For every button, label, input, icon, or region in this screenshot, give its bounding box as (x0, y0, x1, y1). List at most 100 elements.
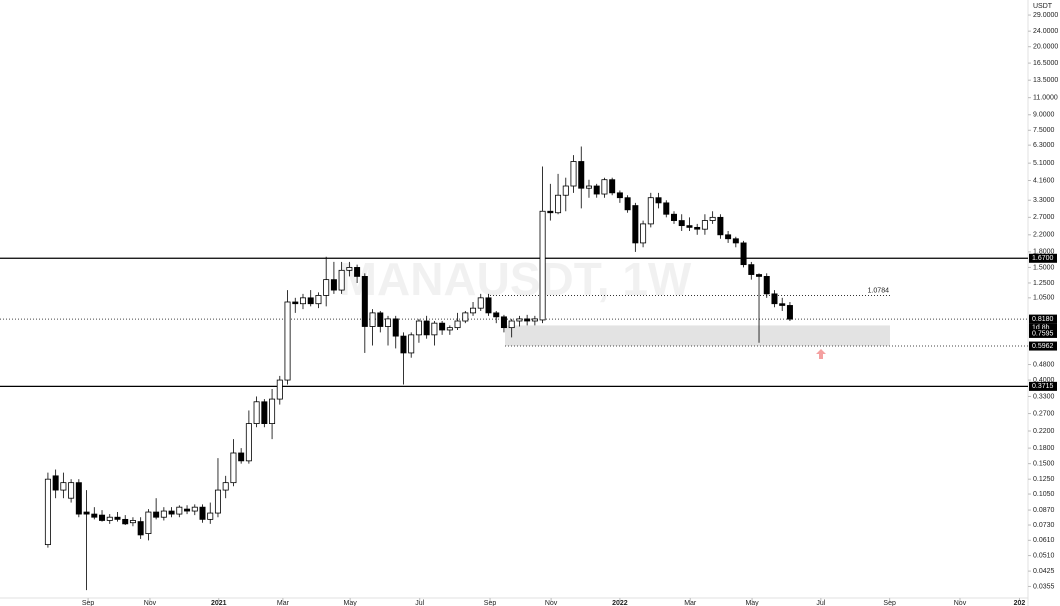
candle-body (122, 518, 129, 525)
candle-body (253, 401, 260, 424)
y-tick-label: 0.0870 (1033, 507, 1055, 514)
candle-body (786, 305, 793, 320)
y-tick-label: 1.0500 (1033, 295, 1055, 302)
countdown: 1d 8h (1032, 324, 1050, 331)
candle-body (214, 489, 221, 514)
zone (505, 325, 890, 347)
y-tick-label: 20.0000 (1033, 44, 1058, 51)
y-tick-label: 1.5000 (1033, 264, 1055, 271)
candle-body (570, 161, 577, 187)
x-tick-label: Jul (415, 600, 424, 606)
candle-body (207, 512, 214, 520)
level-label: 0.8180 (1032, 316, 1054, 323)
candle-body (385, 318, 392, 327)
candle-body (593, 185, 600, 195)
x-tick-label: Jul (816, 600, 825, 606)
candle-body (779, 303, 786, 306)
y-tick-label: 0.2200 (1033, 428, 1055, 435)
candle-body (647, 197, 654, 225)
level-label-box (1029, 328, 1057, 338)
candle-body (354, 267, 361, 277)
up-arrow (816, 349, 826, 359)
candle-body (91, 513, 98, 518)
candle-body (222, 482, 229, 491)
x-tick-label: 202 (1014, 600, 1026, 606)
x-tick-label: 2021 (211, 600, 227, 606)
y-tick-label: 9.0000 (1033, 112, 1055, 119)
candle-body (238, 452, 245, 462)
y-tick-label: 0.0610 (1033, 537, 1055, 544)
x-tick-label: Mar (684, 600, 697, 606)
candle-body (624, 197, 631, 211)
level-label-box (1029, 341, 1057, 351)
candle-body (315, 295, 322, 305)
resistance-label: 1.0784 (868, 287, 890, 294)
y-tick-label: 0.3300 (1033, 393, 1055, 400)
candle-body (284, 301, 291, 381)
candle-body (439, 322, 446, 331)
candle-body (338, 269, 345, 291)
candle-body (725, 234, 732, 240)
candle-body (740, 242, 747, 266)
candle-body (392, 318, 399, 337)
candle-body (508, 320, 515, 329)
candle-body (400, 335, 407, 354)
candle-body (168, 510, 175, 515)
y-tick-label: 0.1800 (1033, 445, 1055, 452)
candle-body (663, 202, 670, 215)
candle-body (477, 297, 484, 309)
y-tick-label: 3.3000 (1033, 197, 1055, 204)
candle-body (454, 320, 461, 329)
candle-body (83, 511, 90, 515)
x-tick-label: Nov (954, 600, 967, 606)
candle-body (68, 482, 75, 499)
candle-body (292, 301, 299, 305)
x-tick-label: Nov (144, 600, 157, 606)
candle-body (670, 213, 677, 221)
y-tick-label: 0.2700 (1033, 410, 1055, 417)
y-tick-label: 2.7000 (1033, 214, 1055, 221)
level-label: 1.6700 (1032, 255, 1054, 262)
candle-body (153, 511, 160, 518)
x-tick-label: Sep (883, 600, 896, 606)
level-label-box (1029, 314, 1057, 324)
candle-body (99, 514, 106, 521)
y-tick-label: 0.0355 (1033, 583, 1055, 590)
y-tick-label: 11.0000 (1033, 94, 1058, 101)
candle-body (585, 185, 592, 189)
candle-body (145, 511, 152, 535)
candle-body (500, 316, 507, 329)
y-tick-label: 24.0000 (1033, 28, 1058, 35)
candle-body (485, 297, 492, 314)
candle-body (199, 506, 206, 520)
candle-body (771, 293, 778, 305)
y-tick-label: 13.5000 (1033, 77, 1058, 84)
candle-body (408, 334, 415, 354)
candle-body (75, 482, 82, 515)
watermark: MANAUSDT, 1W (339, 253, 692, 305)
y-tick-label: 0.4000 (1033, 377, 1055, 384)
candle-body (555, 194, 562, 214)
candle-body (732, 238, 739, 244)
y-tick-label: 7.5000 (1033, 127, 1055, 134)
candle-body (184, 508, 191, 512)
candle-body (191, 506, 198, 512)
y-tick-label: 0.0730 (1033, 522, 1055, 529)
candle-body (601, 179, 608, 195)
y-tick-label: 5.1000 (1033, 160, 1055, 167)
x-tick-label: Sep (484, 600, 497, 606)
candle-body (632, 205, 639, 244)
candle-body (516, 318, 523, 322)
candle-body (431, 322, 438, 336)
candle-body (470, 307, 477, 314)
candle-body (307, 297, 314, 305)
candle-body (678, 220, 685, 227)
candle-body (616, 192, 623, 199)
candle-body (709, 216, 716, 221)
candle-body (547, 210, 554, 214)
x-tick-label: 2022 (612, 600, 628, 606)
candle-body (539, 210, 546, 321)
candle-body (423, 320, 430, 336)
